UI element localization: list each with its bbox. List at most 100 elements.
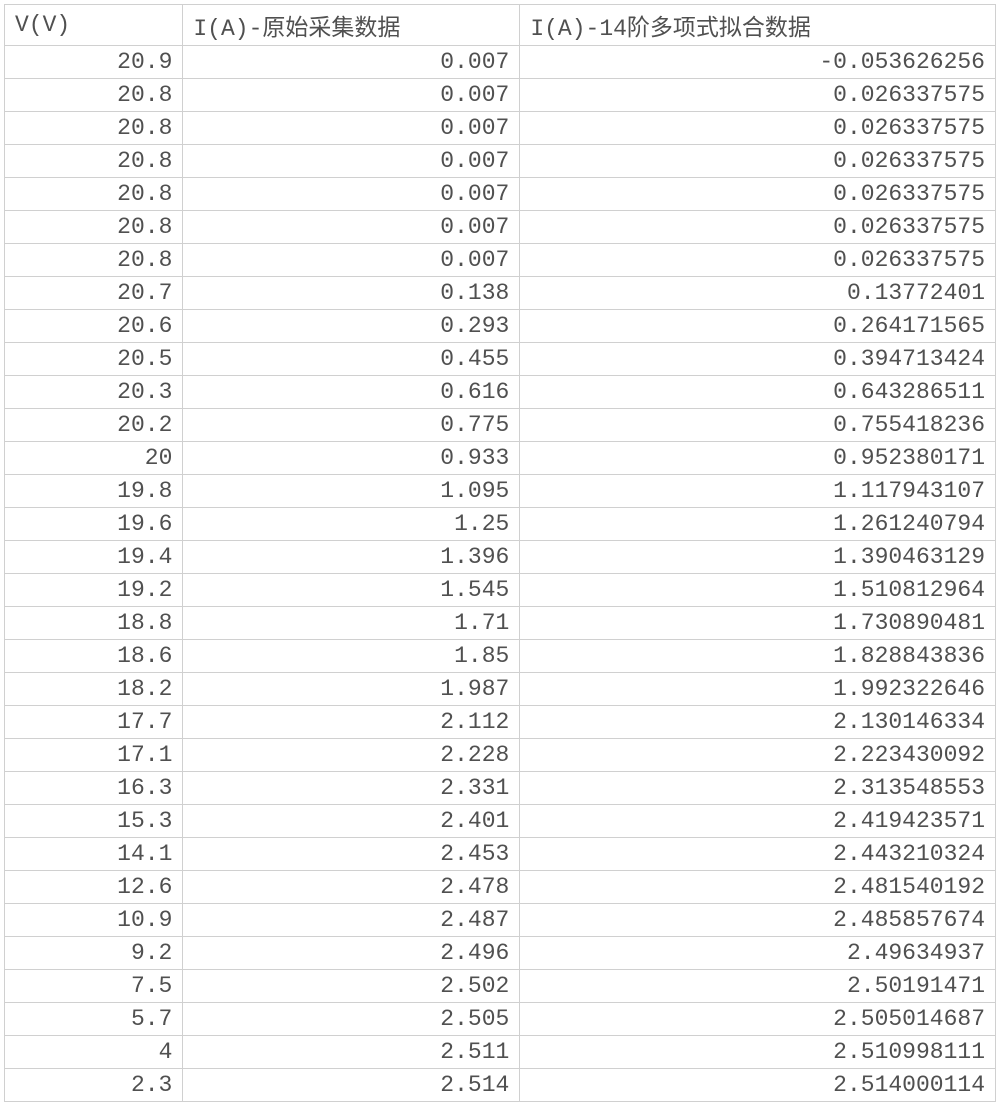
table-row: 20.60.2930.264171565 bbox=[5, 310, 996, 343]
table-cell: 20.8 bbox=[5, 112, 183, 145]
table-cell: 0.933 bbox=[183, 442, 520, 475]
table-row: 7.52.5022.50191471 bbox=[5, 970, 996, 1003]
table-cell: 20.7 bbox=[5, 277, 183, 310]
table-cell: 2.50191471 bbox=[520, 970, 996, 1003]
table-cell: 20.8 bbox=[5, 79, 183, 112]
table-cell: 2.487 bbox=[183, 904, 520, 937]
table-row: 20.80.0070.026337575 bbox=[5, 178, 996, 211]
table-cell: 0.007 bbox=[183, 178, 520, 211]
table-row: 15.32.4012.419423571 bbox=[5, 805, 996, 838]
table-cell: 1.261240794 bbox=[520, 508, 996, 541]
header-cell-voltage: V(V) bbox=[5, 5, 183, 46]
table-cell: 0.026337575 bbox=[520, 112, 996, 145]
table-cell: 19.4 bbox=[5, 541, 183, 574]
table-cell: 0.455 bbox=[183, 343, 520, 376]
table-cell: 20.2 bbox=[5, 409, 183, 442]
table-row: 20.80.0070.026337575 bbox=[5, 244, 996, 277]
table-cell: 9.2 bbox=[5, 937, 183, 970]
table-cell: 1.396 bbox=[183, 541, 520, 574]
table-row: 20.90.007-0.053626256 bbox=[5, 46, 996, 79]
table-cell: 2.453 bbox=[183, 838, 520, 871]
table-cell: 2.511 bbox=[183, 1036, 520, 1069]
table-cell: 0.007 bbox=[183, 145, 520, 178]
table-row: 17.72.1122.130146334 bbox=[5, 706, 996, 739]
table-cell: 2.514000114 bbox=[520, 1069, 996, 1102]
table-cell: 14.1 bbox=[5, 838, 183, 871]
table-cell: 20 bbox=[5, 442, 183, 475]
table-cell: 0.755418236 bbox=[520, 409, 996, 442]
table-header: V(V) I(A)-原始采集数据 I(A)-14阶多项式拟合数据 bbox=[5, 5, 996, 46]
table-cell: 12.6 bbox=[5, 871, 183, 904]
header-row: V(V) I(A)-原始采集数据 I(A)-14阶多项式拟合数据 bbox=[5, 5, 996, 46]
table-cell: 19.8 bbox=[5, 475, 183, 508]
table-cell: 0.643286511 bbox=[520, 376, 996, 409]
table-cell: 1.390463129 bbox=[520, 541, 996, 574]
table-cell: 10.9 bbox=[5, 904, 183, 937]
table-row: 16.32.3312.313548553 bbox=[5, 772, 996, 805]
table-row: 12.62.4782.481540192 bbox=[5, 871, 996, 904]
table-row: 19.21.5451.510812964 bbox=[5, 574, 996, 607]
data-table: V(V) I(A)-原始采集数据 I(A)-14阶多项式拟合数据 20.90.0… bbox=[4, 4, 996, 1102]
table-cell: 20.6 bbox=[5, 310, 183, 343]
table-cell: 20.8 bbox=[5, 211, 183, 244]
table-cell: 5.7 bbox=[5, 1003, 183, 1036]
table-cell: 0.264171565 bbox=[520, 310, 996, 343]
table-row: 9.22.4962.49634937 bbox=[5, 937, 996, 970]
table-cell: 2.505 bbox=[183, 1003, 520, 1036]
table-cell: 15.3 bbox=[5, 805, 183, 838]
table-cell: 0.007 bbox=[183, 244, 520, 277]
table-cell: 2.502 bbox=[183, 970, 520, 1003]
table-cell: 19.2 bbox=[5, 574, 183, 607]
table-cell: 1.095 bbox=[183, 475, 520, 508]
table-cell: 0.026337575 bbox=[520, 211, 996, 244]
table-cell: 18.8 bbox=[5, 607, 183, 640]
table-cell: 0.026337575 bbox=[520, 244, 996, 277]
table-cell: 2.130146334 bbox=[520, 706, 996, 739]
table-cell: 0.394713424 bbox=[520, 343, 996, 376]
table-cell: 0.775 bbox=[183, 409, 520, 442]
table-cell: 2.485857674 bbox=[520, 904, 996, 937]
table-cell: 2.481540192 bbox=[520, 871, 996, 904]
table-row: 20.70.1380.13772401 bbox=[5, 277, 996, 310]
table-row: 20.30.6160.643286511 bbox=[5, 376, 996, 409]
table-cell: 0.138 bbox=[183, 277, 520, 310]
table-cell: 4 bbox=[5, 1036, 183, 1069]
table-cell: 2.223430092 bbox=[520, 739, 996, 772]
table-cell: 16.3 bbox=[5, 772, 183, 805]
table-row: 18.61.851.828843836 bbox=[5, 640, 996, 673]
table-cell: 2.443210324 bbox=[520, 838, 996, 871]
table-row: 10.92.4872.485857674 bbox=[5, 904, 996, 937]
table-cell: 0.952380171 bbox=[520, 442, 996, 475]
table-cell: 18.6 bbox=[5, 640, 183, 673]
table-row: 18.21.9871.992322646 bbox=[5, 673, 996, 706]
table-cell: 1.730890481 bbox=[520, 607, 996, 640]
table-cell: -0.053626256 bbox=[520, 46, 996, 79]
table-row: 19.81.0951.117943107 bbox=[5, 475, 996, 508]
table-cell: 1.85 bbox=[183, 640, 520, 673]
table-cell: 1.71 bbox=[183, 607, 520, 640]
table-cell: 2.401 bbox=[183, 805, 520, 838]
table-cell: 17.1 bbox=[5, 739, 183, 772]
table-cell: 1.117943107 bbox=[520, 475, 996, 508]
table-cell: 2.112 bbox=[183, 706, 520, 739]
table-cell: 20.9 bbox=[5, 46, 183, 79]
table-cell: 2.478 bbox=[183, 871, 520, 904]
table-cell: 0.026337575 bbox=[520, 145, 996, 178]
table-row: 5.72.5052.505014687 bbox=[5, 1003, 996, 1036]
table-cell: 0.007 bbox=[183, 112, 520, 145]
table-cell: 20.5 bbox=[5, 343, 183, 376]
table-cell: 2.3 bbox=[5, 1069, 183, 1102]
table-row: 14.12.4532.443210324 bbox=[5, 838, 996, 871]
table-cell: 1.828843836 bbox=[520, 640, 996, 673]
table-cell: 2.49634937 bbox=[520, 937, 996, 970]
table-cell: 17.7 bbox=[5, 706, 183, 739]
table-row: 18.81.711.730890481 bbox=[5, 607, 996, 640]
table-row: 42.5112.510998111 bbox=[5, 1036, 996, 1069]
table-row: 20.50.4550.394713424 bbox=[5, 343, 996, 376]
table-cell: 0.007 bbox=[183, 211, 520, 244]
table-body: 20.90.007-0.05362625620.80.0070.02633757… bbox=[5, 46, 996, 1102]
table-cell: 2.505014687 bbox=[520, 1003, 996, 1036]
table-row: 19.41.3961.390463129 bbox=[5, 541, 996, 574]
table-row: 2.32.5142.514000114 bbox=[5, 1069, 996, 1102]
table-cell: 1.545 bbox=[183, 574, 520, 607]
